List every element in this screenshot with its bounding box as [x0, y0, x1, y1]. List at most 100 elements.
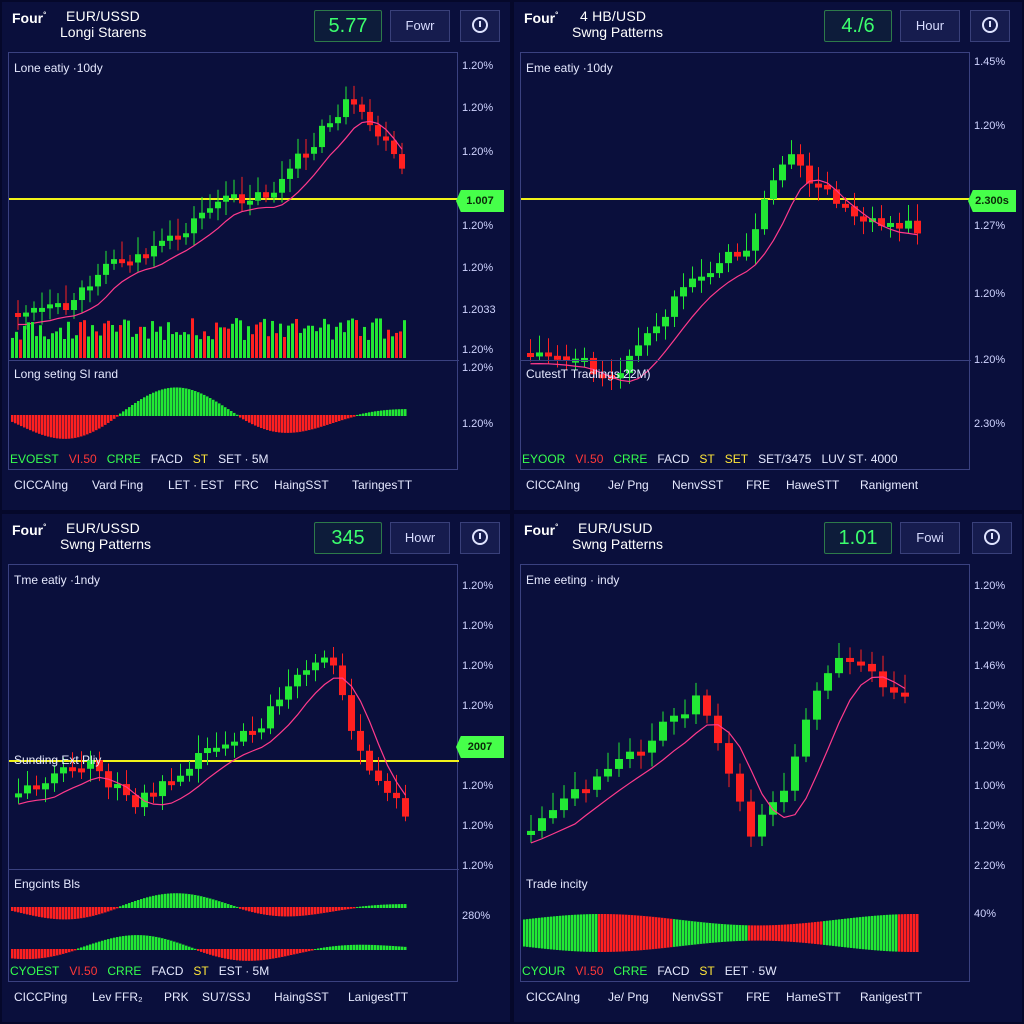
candle — [63, 303, 69, 311]
oscillator-bar — [646, 916, 649, 950]
volume-bar — [27, 322, 30, 358]
menu-item[interactable]: Ranigment — [860, 478, 919, 492]
menu-item[interactable]: TaringesTT — [352, 478, 413, 492]
oscillator-bar — [544, 917, 547, 949]
oscillator-bar — [386, 945, 389, 950]
menu-item[interactable]: NenvSST — [672, 478, 724, 492]
timeframe-button[interactable]: Fowr — [390, 10, 450, 42]
legend-item: CRRE — [107, 964, 142, 978]
candle — [51, 773, 58, 784]
oscillator-bar — [290, 949, 293, 956]
candle — [593, 776, 601, 790]
volume-bar — [115, 331, 118, 358]
menu-item[interactable]: HaingSST — [274, 990, 329, 1004]
oscillator-bar — [859, 917, 862, 949]
oscillator-bar — [50, 949, 53, 957]
candle — [231, 741, 238, 746]
volume-bar — [23, 325, 26, 358]
menu-item[interactable]: RanigestTT — [860, 990, 923, 1004]
oscillator-bar — [347, 415, 350, 419]
menu-item[interactable]: HameSTT — [786, 990, 841, 1004]
oscillator-bar — [347, 945, 350, 950]
oscillator-bar — [727, 924, 730, 942]
candle — [15, 793, 22, 798]
menu-item[interactable]: Je/ Png — [608, 990, 649, 1004]
oscillator-bar — [194, 895, 197, 908]
oscillator-bar — [655, 917, 658, 949]
oscillator-bar — [284, 907, 287, 917]
menu-item[interactable]: LET · EST — [168, 478, 224, 492]
menu-item[interactable]: PRK — [164, 990, 189, 1004]
indicator-legend: EYOOR VI.50 CRRE FACD ST SET SET/3475 LUV ST· 4… — [522, 452, 908, 466]
axis-tick-label: 1.20% — [974, 740, 1006, 752]
candle — [175, 235, 181, 240]
oscillator-bar — [365, 905, 368, 908]
volume-bar — [199, 339, 202, 358]
panel-header: Four° EUR/USSD Swng Patterns 345 Howr — [2, 514, 510, 562]
menu-item[interactable]: HaweSTT — [786, 478, 840, 492]
menu-item[interactable]: FRE — [746, 478, 770, 492]
candlestick-chart — [521, 140, 971, 390]
menu-item[interactable]: CICCPing — [14, 990, 68, 1004]
oscillator-bar — [284, 415, 287, 433]
oscillator-bar — [35, 415, 38, 433]
chart-plot-area[interactable]: Eme eeting · indy Trade incity — [520, 564, 970, 982]
axis-tick-label: 1.00% — [974, 780, 1006, 792]
candle — [824, 184, 831, 190]
timeframe-button[interactable]: Fowi — [900, 522, 960, 554]
menu-item[interactable]: CICCAIng — [14, 478, 69, 492]
oscillator-bar — [377, 904, 380, 908]
clock-icon[interactable] — [460, 522, 500, 554]
candle — [626, 751, 634, 760]
oscillator-bar — [613, 914, 616, 952]
axis-tick-label: 1.20% — [974, 120, 1006, 132]
clock-icon[interactable] — [972, 522, 1012, 554]
chart-plot-area[interactable]: Lone eatiy ·10dy Long seting SI rand — [8, 52, 459, 470]
clock-icon[interactable] — [460, 10, 500, 42]
oscillator-bar — [38, 949, 41, 959]
volume-bar — [391, 336, 394, 358]
oscillator-bar — [535, 918, 538, 948]
menu-item[interactable]: FRC — [234, 478, 259, 492]
oscillator-bar — [197, 392, 200, 416]
oscillator-bar — [260, 949, 263, 961]
menu-item[interactable]: Je/ Png — [608, 478, 649, 492]
moving-average-line — [17, 120, 403, 326]
candle — [375, 770, 382, 781]
menu-item[interactable]: NenvSST — [672, 990, 724, 1004]
oscillator-bar — [820, 921, 823, 945]
candle — [707, 273, 714, 278]
menu-item[interactable]: CICCAIng — [526, 990, 581, 1004]
menu-item[interactable]: LanigestTT — [348, 990, 409, 1004]
menu-item[interactable]: Lev FFR₂ — [92, 990, 143, 1004]
oscillator-bar — [146, 395, 149, 416]
candle — [271, 192, 277, 198]
volume-bar — [331, 339, 334, 358]
oscillator-bar — [236, 906, 239, 908]
volume-bar — [355, 320, 358, 358]
chart-plot-area[interactable]: Tme eatiy ·1ndy Sunding Ext Pliy Engcint… — [8, 564, 459, 982]
menu-item[interactable]: Vard Fing — [92, 478, 144, 492]
oscillator-bar — [236, 949, 239, 961]
volume-bar — [219, 327, 222, 358]
oscillator-bar — [320, 947, 323, 950]
menu-item[interactable]: SU7/SSJ — [202, 990, 251, 1004]
candle — [24, 785, 31, 794]
menu-item[interactable]: HaingSST — [274, 478, 329, 492]
volume-bar — [147, 338, 150, 358]
candle — [833, 189, 840, 204]
oscillator-bar — [305, 907, 308, 916]
chart-plot-area[interactable]: Eme eatiy ·10dy CutestT Tradlings 22M) — [520, 52, 971, 470]
volume-bar — [243, 339, 246, 358]
timeframe-button[interactable]: Hour — [900, 10, 960, 42]
menu-item[interactable]: FRE — [746, 990, 770, 1004]
oscillator-bar — [134, 402, 137, 416]
menu-item[interactable]: CICCAIng — [526, 478, 581, 492]
chart-panel-eurusd-long: Four° EUR/USSD Longi Starens 5.77 Fowr L… — [2, 2, 510, 510]
oscillator-bar — [83, 907, 86, 918]
axis-tick-label: 1.20% — [974, 580, 1006, 592]
timeframe-button[interactable]: Howr — [390, 522, 450, 554]
clock-icon[interactable] — [970, 10, 1010, 42]
oscillator-bar — [164, 893, 167, 908]
axis-tick-label: 1.20% — [462, 660, 494, 672]
